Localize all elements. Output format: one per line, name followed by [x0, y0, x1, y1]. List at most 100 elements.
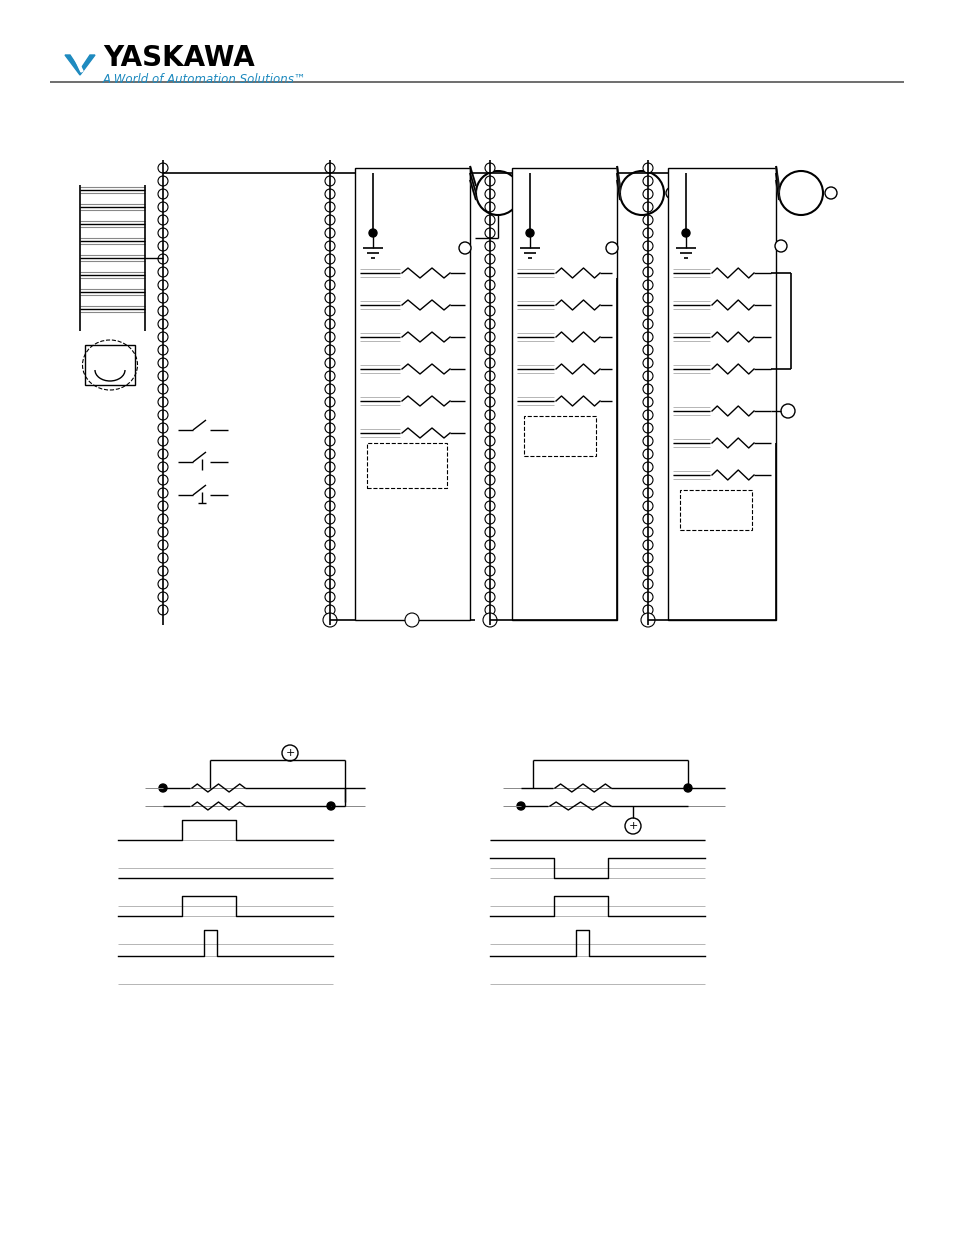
Circle shape: [484, 488, 495, 498]
Circle shape: [159, 784, 167, 792]
Circle shape: [325, 241, 335, 251]
Circle shape: [484, 254, 495, 264]
Circle shape: [482, 613, 497, 627]
Circle shape: [781, 404, 794, 417]
Circle shape: [605, 242, 618, 254]
Circle shape: [158, 396, 168, 408]
Bar: [85, 345, 135, 385]
Bar: [355, 168, 470, 620]
Circle shape: [158, 527, 168, 537]
Circle shape: [484, 163, 495, 173]
Circle shape: [642, 306, 652, 316]
Circle shape: [325, 332, 335, 342]
Circle shape: [484, 370, 495, 382]
Circle shape: [325, 436, 335, 446]
Circle shape: [158, 514, 168, 524]
Circle shape: [681, 228, 689, 237]
Circle shape: [325, 592, 335, 601]
Circle shape: [158, 501, 168, 511]
Circle shape: [158, 241, 168, 251]
Circle shape: [484, 501, 495, 511]
Circle shape: [325, 370, 335, 382]
Circle shape: [484, 540, 495, 550]
Circle shape: [642, 241, 652, 251]
Circle shape: [369, 228, 376, 237]
Bar: [679, 490, 751, 530]
Circle shape: [158, 189, 168, 199]
Circle shape: [484, 241, 495, 251]
Circle shape: [484, 605, 495, 615]
Circle shape: [325, 475, 335, 485]
Circle shape: [642, 396, 652, 408]
Circle shape: [642, 475, 652, 485]
Circle shape: [484, 280, 495, 290]
Circle shape: [158, 384, 168, 394]
Circle shape: [158, 267, 168, 277]
Circle shape: [325, 215, 335, 225]
Circle shape: [642, 410, 652, 420]
Circle shape: [642, 436, 652, 446]
Circle shape: [158, 280, 168, 290]
Circle shape: [484, 450, 495, 459]
Circle shape: [484, 410, 495, 420]
Circle shape: [325, 345, 335, 354]
Circle shape: [484, 553, 495, 563]
Circle shape: [158, 345, 168, 354]
Circle shape: [484, 592, 495, 601]
Circle shape: [325, 267, 335, 277]
Circle shape: [325, 280, 335, 290]
Circle shape: [325, 527, 335, 537]
Circle shape: [158, 203, 168, 212]
Text: +: +: [628, 821, 637, 831]
Circle shape: [642, 203, 652, 212]
Circle shape: [642, 501, 652, 511]
Bar: [523, 416, 596, 456]
Circle shape: [642, 293, 652, 303]
Circle shape: [642, 177, 652, 186]
Circle shape: [158, 566, 168, 576]
Circle shape: [484, 358, 495, 368]
Circle shape: [476, 170, 519, 215]
Circle shape: [282, 745, 297, 761]
Circle shape: [325, 358, 335, 368]
Circle shape: [158, 436, 168, 446]
Circle shape: [158, 450, 168, 459]
Circle shape: [158, 592, 168, 601]
Circle shape: [642, 579, 652, 589]
Circle shape: [642, 605, 652, 615]
Circle shape: [642, 566, 652, 576]
Circle shape: [517, 802, 524, 810]
Circle shape: [325, 501, 335, 511]
Circle shape: [325, 189, 335, 199]
Circle shape: [158, 177, 168, 186]
Circle shape: [484, 228, 495, 238]
Circle shape: [642, 424, 652, 433]
Circle shape: [624, 818, 640, 834]
Circle shape: [325, 450, 335, 459]
Circle shape: [642, 540, 652, 550]
Circle shape: [642, 488, 652, 498]
Polygon shape: [73, 56, 83, 72]
Circle shape: [158, 540, 168, 550]
Circle shape: [642, 358, 652, 368]
Circle shape: [325, 228, 335, 238]
Circle shape: [323, 613, 336, 627]
Circle shape: [325, 462, 335, 472]
Circle shape: [642, 462, 652, 472]
Circle shape: [642, 527, 652, 537]
Circle shape: [158, 254, 168, 264]
Circle shape: [325, 384, 335, 394]
Circle shape: [779, 170, 822, 215]
Circle shape: [642, 215, 652, 225]
Circle shape: [642, 384, 652, 394]
Circle shape: [325, 293, 335, 303]
Circle shape: [665, 186, 678, 199]
Circle shape: [640, 613, 655, 627]
Circle shape: [484, 462, 495, 472]
Circle shape: [158, 228, 168, 238]
Circle shape: [158, 553, 168, 563]
Circle shape: [158, 605, 168, 615]
Circle shape: [642, 332, 652, 342]
Circle shape: [158, 462, 168, 472]
Circle shape: [484, 384, 495, 394]
